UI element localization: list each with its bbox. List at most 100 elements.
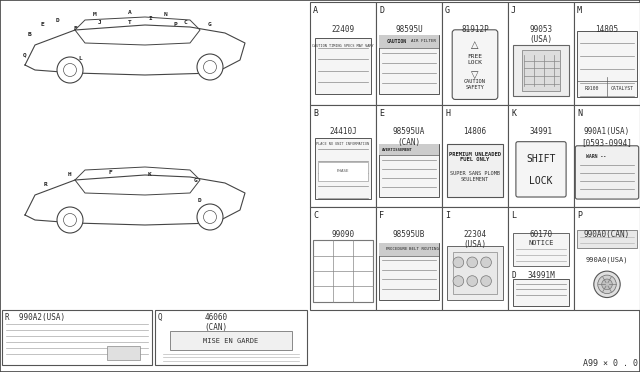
Bar [574,105,640,207]
Bar [2,310,152,365]
Text: R: R [43,183,47,187]
Text: BELT ROUTING: BELT ROUTING [409,247,439,251]
Text: PLACE NO UNIT INFORMATION: PLACE NO UNIT INFORMATION [316,142,369,147]
Bar [380,35,438,94]
Circle shape [197,54,223,80]
Text: F: F [379,211,384,220]
Bar [574,2,640,105]
Text: 46060
(CAN): 46060 (CAN) [204,313,227,333]
Text: J: J [98,19,102,25]
Text: PROCEDURE: PROCEDURE [386,247,408,251]
Text: 14805: 14805 [595,25,619,33]
Text: 22304
(USA): 22304 (USA) [463,230,486,249]
Text: K: K [148,173,152,177]
Text: 24410J: 24410J [329,127,357,136]
FancyBboxPatch shape [516,142,566,197]
Bar [318,162,368,181]
Bar [508,2,574,105]
Text: △: △ [471,41,479,51]
Bar [380,144,438,197]
Circle shape [594,271,620,298]
Circle shape [197,204,223,230]
Text: H: H [445,109,450,118]
Bar [447,144,503,197]
Text: MISE EN GARDE: MISE EN GARDE [204,338,259,344]
Circle shape [602,279,612,290]
Bar [376,2,442,105]
Text: WARN --: WARN -- [586,154,606,159]
Circle shape [481,276,492,286]
FancyBboxPatch shape [452,30,498,99]
Text: 81912P: 81912P [461,25,489,33]
Text: 99053
(USA): 99053 (USA) [529,25,552,44]
Text: L: L [78,55,82,61]
Text: I: I [148,16,152,20]
Text: A: A [128,10,132,15]
Text: D: D [511,271,516,280]
Bar [522,50,561,91]
Text: D: D [56,17,60,22]
FancyBboxPatch shape [575,146,639,199]
Bar [447,246,503,300]
Bar [380,243,438,300]
Circle shape [57,207,83,233]
Text: 34991M: 34991M [527,271,555,280]
Bar [513,279,569,306]
Text: G: G [445,6,450,15]
Text: F: F [108,170,112,174]
Text: 98595U: 98595U [395,25,423,33]
Text: G: G [193,177,197,183]
Bar [380,144,438,155]
Bar [380,243,438,256]
Text: 990A1(USA)
[0593-0994]: 990A1(USA) [0593-0994] [582,127,632,147]
Text: Q: Q [23,52,27,58]
Text: ▽: ▽ [471,70,479,80]
Text: H: H [68,173,72,177]
Bar [513,233,569,266]
Circle shape [204,61,216,74]
Bar [310,207,376,310]
Text: 990A0(CAN): 990A0(CAN) [584,230,630,239]
Circle shape [598,275,616,294]
Text: A99 × 0 . 0: A99 × 0 . 0 [583,359,638,368]
Text: T: T [128,19,132,25]
Bar [155,310,307,365]
Text: CATALYST: CATALYST [611,86,634,91]
Text: N: N [577,109,582,118]
Bar [316,38,371,94]
Bar [442,207,508,310]
Text: J: J [511,6,516,15]
Text: E: E [40,22,44,28]
Text: R  990A2(USA): R 990A2(USA) [5,313,65,322]
Text: 98595UB: 98595UB [393,230,425,239]
Bar [380,35,438,48]
Bar [376,207,442,310]
Bar [310,2,376,105]
Text: Q: Q [158,313,163,322]
Bar [316,138,371,199]
Text: AVERTISSEMENT: AVERTISSEMENT [381,148,413,151]
Bar [314,240,372,302]
Text: P: P [173,22,177,28]
Bar [508,207,574,310]
Text: B: B [28,32,32,38]
Bar [577,230,637,248]
Text: CAUTION
SAFETY: CAUTION SAFETY [464,79,486,90]
Text: E: E [379,109,384,118]
Text: P: P [577,211,582,220]
Circle shape [63,64,77,77]
Text: 99090: 99090 [332,230,355,239]
Circle shape [57,57,83,83]
Bar [376,105,442,207]
Text: C: C [183,19,187,25]
Circle shape [467,257,477,268]
Text: R9100: R9100 [585,86,599,91]
Text: 22409: 22409 [332,25,355,33]
Text: 14806: 14806 [463,127,486,136]
Text: M: M [93,13,97,17]
Text: AIR FILTER: AIR FILTER [412,39,436,44]
Text: L: L [511,211,516,220]
Text: D: D [198,198,202,202]
Text: I: I [445,211,450,220]
Text: C: C [313,211,318,220]
